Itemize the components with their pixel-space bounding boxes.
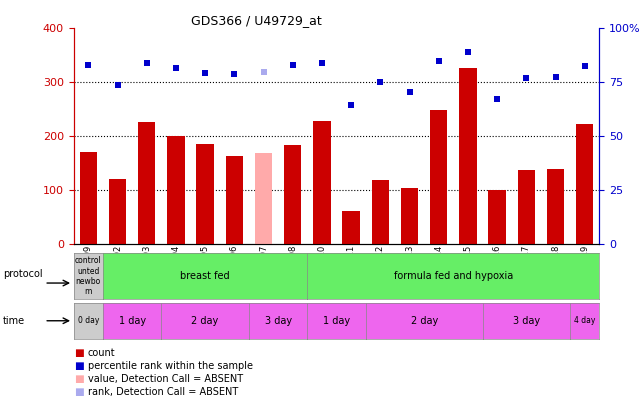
Text: ■: ■	[74, 374, 83, 385]
Bar	[430, 110, 447, 244]
Text: 1 day: 1 day	[119, 316, 146, 326]
Bar	[138, 122, 156, 244]
Bar	[226, 156, 243, 244]
Text: ■: ■	[74, 361, 83, 371]
Bar	[79, 152, 97, 244]
Text: time: time	[3, 316, 26, 326]
Bar	[167, 135, 185, 244]
Bar	[547, 169, 564, 244]
Bar	[196, 144, 214, 244]
Text: 1 day: 1 day	[323, 316, 350, 326]
Bar	[284, 145, 301, 244]
Text: GDS366 / U49729_at: GDS366 / U49729_at	[191, 14, 322, 27]
Text: breast fed: breast fed	[180, 271, 230, 281]
Bar	[488, 190, 506, 244]
Text: control
unted
newbo
m: control unted newbo m	[75, 256, 102, 296]
Bar	[372, 180, 389, 244]
Bar	[254, 153, 272, 244]
Bar	[517, 169, 535, 244]
Bar	[313, 120, 331, 244]
Text: 3 day: 3 day	[265, 316, 292, 326]
Text: ■: ■	[74, 348, 83, 358]
Bar	[459, 68, 477, 244]
Text: 0 day: 0 day	[78, 316, 99, 325]
Text: 4 day: 4 day	[574, 316, 595, 325]
Text: 2 day: 2 day	[192, 316, 219, 326]
Text: value, Detection Call = ABSENT: value, Detection Call = ABSENT	[88, 374, 243, 385]
Text: 3 day: 3 day	[513, 316, 540, 326]
Text: 2 day: 2 day	[410, 316, 438, 326]
Text: count: count	[88, 348, 115, 358]
Bar	[342, 211, 360, 244]
Text: rank, Detection Call = ABSENT: rank, Detection Call = ABSENT	[88, 387, 238, 396]
Text: ■: ■	[74, 387, 83, 396]
Bar	[109, 179, 126, 244]
Bar	[576, 124, 594, 244]
Text: formula fed and hypoxia: formula fed and hypoxia	[394, 271, 513, 281]
Text: percentile rank within the sample: percentile rank within the sample	[88, 361, 253, 371]
Text: protocol: protocol	[3, 269, 43, 279]
Bar	[401, 188, 419, 244]
